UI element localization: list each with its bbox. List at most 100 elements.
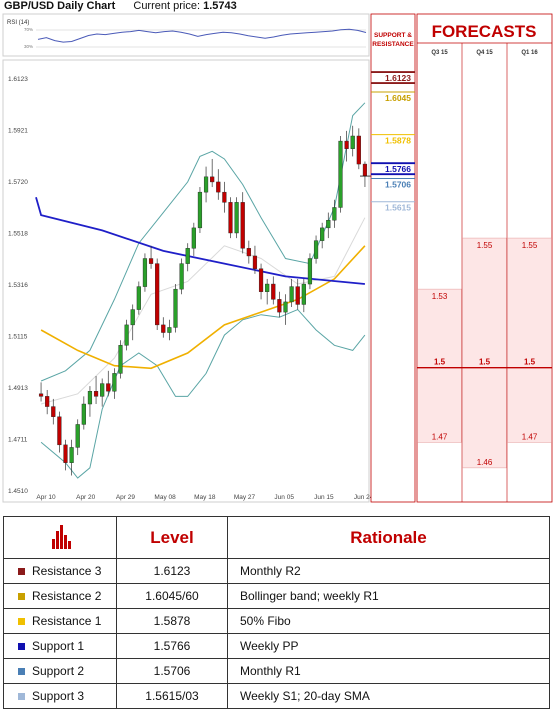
sr-table: Level Rationale Resistance 3 1.6123 Mont… bbox=[3, 516, 551, 709]
candle bbox=[124, 324, 129, 346]
forecast-mid: 1.5 bbox=[524, 358, 536, 367]
forecast-range-box bbox=[462, 237, 507, 469]
bar-chart-icon bbox=[52, 525, 71, 549]
candle bbox=[185, 248, 190, 264]
forecast-title: FORECASTS bbox=[432, 22, 537, 41]
candle bbox=[344, 140, 349, 149]
y-tick-label: 1.5316 bbox=[8, 282, 28, 289]
level-column-header: Level bbox=[116, 516, 228, 559]
candle bbox=[118, 345, 123, 374]
level-color-swatch bbox=[18, 643, 25, 651]
row-name: Resistance 3 bbox=[32, 564, 102, 578]
row-level: 1.5878 bbox=[116, 608, 228, 634]
candle bbox=[57, 416, 62, 446]
y-tick-label: 1.5720 bbox=[8, 179, 28, 186]
forecast-range-box bbox=[507, 237, 552, 443]
forecast-low: 1.47 bbox=[522, 432, 538, 441]
row-name-cell: Support 3 bbox=[3, 683, 117, 709]
forecast-high: 1.55 bbox=[477, 241, 493, 250]
sr-panel bbox=[370, 13, 416, 503]
rsi-label: RSI (14) bbox=[7, 20, 29, 26]
row-name: Support 2 bbox=[32, 664, 85, 678]
candle bbox=[155, 263, 160, 326]
rationale-column-header: Rationale bbox=[226, 516, 551, 559]
row-level: 1.6045/60 bbox=[116, 583, 228, 609]
x-tick-label: May 08 bbox=[154, 494, 176, 501]
rsi-upper-label: 70% bbox=[24, 27, 33, 32]
forecast-high: 1.55 bbox=[522, 241, 538, 250]
candle bbox=[301, 283, 306, 305]
chart-header: GBP/USD Daily Chart Current price: 1.574… bbox=[4, 0, 237, 12]
x-tick-label: Apr 29 bbox=[116, 494, 136, 501]
table-row: Resistance 1 1.5878 50% Fibo bbox=[3, 608, 551, 634]
y-tick-label: 1.5518 bbox=[8, 230, 28, 237]
row-rationale: Monthly R2 bbox=[226, 558, 551, 584]
candle bbox=[222, 191, 227, 203]
sr-title-line1: SUPPORT & bbox=[374, 32, 412, 39]
candle bbox=[75, 424, 80, 448]
y-tick-label: 1.4711 bbox=[8, 437, 28, 444]
candle bbox=[283, 301, 288, 313]
level-color-swatch bbox=[18, 618, 25, 626]
forecast-col-header: Q1 16 bbox=[521, 50, 538, 56]
row-name-cell: Support 1 bbox=[3, 633, 117, 659]
candle bbox=[228, 202, 233, 234]
row-rationale: Bollinger band; weekly R1 bbox=[226, 583, 551, 609]
current-price-value: 1.5743 bbox=[203, 0, 237, 12]
candle bbox=[240, 202, 245, 249]
y-tick-label: 1.5921 bbox=[8, 128, 28, 135]
forecast-mid: 1.5 bbox=[434, 358, 446, 367]
sr-level-label: 1.5766 bbox=[385, 164, 411, 174]
sr-level-label: 1.5706 bbox=[385, 180, 411, 190]
candle bbox=[295, 286, 300, 305]
candle bbox=[63, 444, 68, 463]
level-color-swatch bbox=[18, 693, 25, 701]
y-tick-label: 1.5115 bbox=[8, 333, 28, 340]
candle bbox=[362, 163, 368, 177]
candle bbox=[142, 258, 148, 287]
candle bbox=[161, 324, 166, 333]
candle bbox=[332, 207, 337, 221]
row-level: 1.5615/03 bbox=[116, 683, 228, 709]
x-tick-label: May 27 bbox=[234, 494, 256, 501]
bollinger-lower-band bbox=[40, 309, 366, 479]
rsi-line bbox=[37, 28, 367, 43]
forecast-low: 1.46 bbox=[477, 458, 493, 467]
rsi-panel bbox=[2, 13, 370, 57]
row-name: Resistance 1 bbox=[32, 614, 102, 628]
candle bbox=[313, 240, 319, 259]
candle bbox=[173, 288, 178, 328]
row-level: 1.5706 bbox=[116, 658, 228, 684]
forecast-range-box bbox=[417, 288, 462, 443]
table-row: Resistance 3 1.6123 Monthly R2 bbox=[3, 558, 551, 584]
row-name-cell: Resistance 1 bbox=[3, 608, 117, 634]
row-name-cell: Resistance 3 bbox=[3, 558, 117, 584]
y-tick-label: 1.4913 bbox=[8, 385, 28, 392]
x-tick-label: Apr 10 bbox=[36, 494, 56, 501]
candle bbox=[277, 299, 282, 313]
candle bbox=[38, 393, 44, 397]
table-row: Support 2 1.5706 Monthly R1 bbox=[3, 658, 551, 684]
forecast-col-header: Q4 15 bbox=[476, 50, 493, 56]
candle bbox=[106, 383, 111, 392]
x-tick-label: Jun 15 bbox=[314, 494, 334, 501]
candle bbox=[246, 248, 251, 257]
candle bbox=[69, 447, 74, 463]
candle bbox=[307, 258, 313, 285]
candle bbox=[148, 258, 154, 264]
candle bbox=[289, 286, 294, 303]
candle bbox=[112, 373, 117, 392]
candle bbox=[265, 283, 270, 292]
candle bbox=[81, 403, 86, 425]
candle bbox=[191, 227, 196, 249]
candle bbox=[51, 406, 56, 417]
candle bbox=[93, 391, 99, 397]
candle bbox=[216, 181, 221, 193]
table-header-icon-cell bbox=[3, 516, 117, 559]
candle bbox=[203, 176, 209, 193]
forecast-col-header: Q3 15 bbox=[431, 50, 448, 56]
candle bbox=[258, 268, 264, 292]
sma-fast-line bbox=[40, 245, 366, 370]
x-tick-label: Apr 20 bbox=[76, 494, 96, 501]
level-color-swatch bbox=[18, 568, 25, 576]
